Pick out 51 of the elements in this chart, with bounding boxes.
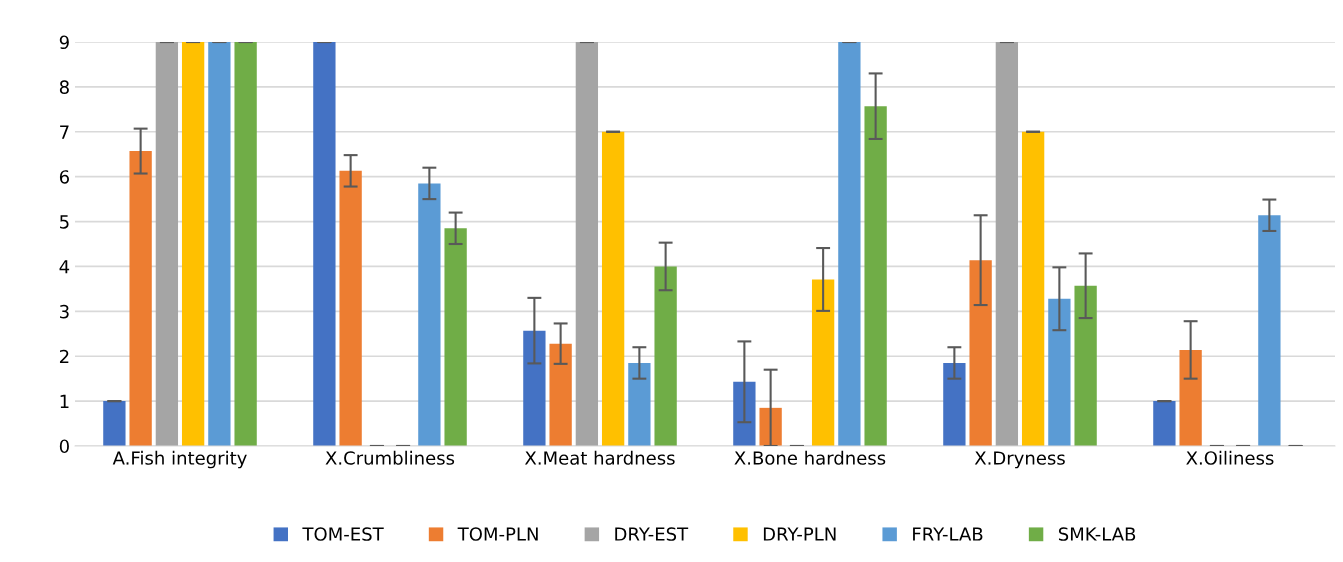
bar bbox=[995, 42, 1019, 446]
bar bbox=[1258, 215, 1281, 446]
legend-label: FRY-LAB bbox=[913, 527, 983, 541]
y-tick-label: 4 bbox=[59, 260, 70, 274]
legend-label: DRY-PLN bbox=[763, 527, 836, 541]
bar bbox=[1074, 285, 1097, 446]
y-tick-label: 1 bbox=[60, 394, 69, 408]
bar bbox=[943, 362, 966, 446]
bar bbox=[811, 279, 835, 446]
y-tick-label: 8 bbox=[59, 80, 69, 95]
y-tick-label: 5 bbox=[60, 215, 69, 229]
bar bbox=[155, 42, 179, 446]
bar bbox=[1179, 349, 1202, 446]
y-tick-label: 9 bbox=[59, 35, 69, 50]
bar bbox=[838, 42, 861, 446]
y-tick-label: 6 bbox=[59, 170, 69, 184]
legend-label: TOM-PLN bbox=[457, 527, 538, 541]
bar bbox=[864, 106, 887, 446]
bar bbox=[575, 42, 599, 446]
bar bbox=[733, 381, 756, 446]
bar bbox=[418, 183, 441, 446]
x-tick-label: X.Bone hardness bbox=[734, 450, 886, 465]
bar bbox=[1153, 401, 1176, 446]
bar bbox=[444, 228, 467, 446]
legend-label: SMK-LAB bbox=[1058, 527, 1136, 541]
y-tick-label: 7 bbox=[60, 125, 69, 139]
bar bbox=[1048, 298, 1071, 446]
legend-label: DRY-EST bbox=[615, 527, 689, 541]
bar bbox=[181, 42, 205, 446]
y-tick-label: 0 bbox=[59, 439, 69, 454]
legend-label: TOM-EST bbox=[302, 527, 384, 541]
bar bbox=[339, 170, 362, 446]
y-tick-label: 3 bbox=[60, 304, 69, 319]
bar bbox=[234, 42, 257, 446]
x-tick-label: X.Crumbliness bbox=[325, 450, 455, 465]
x-tick-label: X.Dryness bbox=[974, 451, 1065, 469]
x-tick-label: X.Meat hardness bbox=[524, 450, 675, 465]
x-tick-label: X.Oiliness bbox=[1186, 450, 1274, 465]
bar bbox=[103, 401, 126, 446]
x-tick-label: A.Fish integrity bbox=[112, 450, 247, 469]
bar bbox=[628, 362, 651, 446]
bar bbox=[601, 131, 625, 446]
bar bbox=[523, 330, 546, 446]
bar bbox=[313, 42, 336, 446]
bar bbox=[208, 42, 231, 446]
bar bbox=[549, 343, 572, 446]
y-tick-label: 2 bbox=[59, 349, 69, 364]
bar bbox=[969, 260, 992, 446]
bar bbox=[129, 151, 152, 446]
bar bbox=[654, 266, 677, 446]
bar bbox=[1021, 131, 1045, 446]
